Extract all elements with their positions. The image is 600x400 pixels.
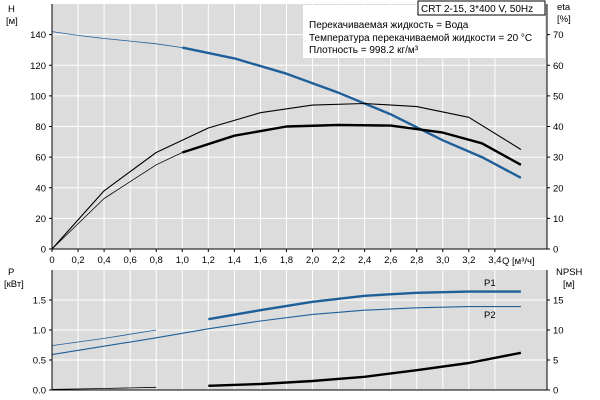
x-tick-label: 1,8 [280,255,293,266]
upper-right-axis-title: eta [557,2,571,13]
upper-right-tick-label: 60 [553,61,564,72]
x-tick-label: 1,6 [254,255,267,266]
lower-right-axis-unit: [м] [563,279,575,290]
x-tick-label: 0,2 [71,255,84,266]
lower-right-tick-label: 10 [553,326,564,337]
lower-series [51,290,522,390]
x-tick-label: 0,8 [150,255,163,266]
x-tick-label: 2,4 [358,255,371,266]
x-tick-label: 0,6 [124,255,137,266]
upper-left-axis-unit: [м] [6,16,18,27]
x-axis-label: Q [м³/ч] [502,256,535,267]
upper-right-tick-label: 70 [553,30,564,41]
upper-left-tick-label: 20 [35,214,46,225]
series-line-P2 [51,306,521,356]
lower-right-tick-label: 0 [553,386,558,397]
upper-left-tick-label: 80 [35,122,46,133]
lower-ticks: 0.0 0.5 1.0 1.5 0 5 10 15 [33,296,564,397]
x-tick-label: 0,4 [97,255,110,266]
lower-right-tick-label: 5 [553,356,558,367]
upper-ticks: 0 0,2 0,4 0,6 0,8 1,0 1,2 1,4 1,6 1,8 2,0 2,2 2,4 2,6… [30,30,563,266]
series-line-NPSH-thick [208,351,522,387]
upper-right-tick-label: 30 [553,153,564,164]
upper-left-tick-label: 60 [35,153,46,164]
upper-left-tick-label: 40 [35,183,46,194]
series-line-H-thin [51,31,183,48]
upper-right-tick-label: 40 [553,122,564,133]
x-tick-label: 2,2 [332,255,345,266]
chart-title: CRT 2-15, 3*400 V, 50Hz [421,4,533,15]
x-tick-label: 2,6 [384,255,397,266]
upper-series [51,31,522,250]
lower-right-axis-title: NPSH [556,267,583,278]
x-tick-label: 1,0 [176,255,189,266]
upper-left-tick-label: 0 [41,245,46,256]
temperature-annotation: Температура перекачиваемой жидкости = 20… [309,33,532,44]
p1-series-label: P1 [484,278,496,289]
x-tick-label: 2,8 [410,255,423,266]
series-line-eta-upper [51,102,522,250]
p2-series-label: P2 [484,310,496,321]
upper-right-axis-unit: [%] [557,14,571,25]
series-line-NPSH-thin [51,386,157,390]
fluid-annotation: Перекачиваемая жидкость = Вода [309,20,469,31]
upper-right-tick-label: 0 [553,245,558,256]
lower-left-tick-label: 0.0 [33,386,46,397]
chart-title-box [417,0,546,16]
upper-left-tick-label: 100 [30,91,46,102]
upper-right-tick-label: 10 [553,214,564,225]
series-line-eta-thick [181,123,522,166]
upper-right-tick-label: 20 [553,183,564,194]
x-tick-label: 1,2 [202,255,215,266]
lower-left-axis-title: P [8,267,14,278]
x-tick-label: 3,4 [488,255,501,266]
series-line-P1-thick [208,290,521,321]
upper-left-tick-label: 140 [30,30,46,41]
x-tick-label: 3,0 [436,255,449,266]
lower-left-tick-label: 0.5 [33,356,46,367]
lower-left-tick-label: 1.5 [33,296,46,307]
lower-left-axis-unit: [кВт] [4,279,24,290]
series-line-P1-thin [51,329,157,346]
lower-right-tick-label: 15 [553,296,564,307]
density-annotation: Плотность = 998.2 кг/м³ [309,45,419,56]
x-tick-label: 3,2 [462,255,475,266]
lower-panel: 0.0 0.5 1.0 1.5 0 5 10 15 P [кВт] NPSH [м] P1 P… [4,267,583,397]
lower-left-tick-label: 1.0 [33,326,46,337]
x-tick-label: 2,0 [306,255,319,266]
upper-left-tick-label: 120 [30,61,46,72]
x-tick-label: 0 [49,255,54,266]
series-line-eta-thin [51,152,183,250]
upper-panel: 0 0,2 0,4 0,6 0,8 1,0 1,2 1,4 1,6 1,8 2,0 2,2 2,4 2,6… [6,0,571,267]
upper-left-axis-title: H [8,4,15,15]
x-tick-label: 1,4 [228,255,241,266]
upper-right-tick-label: 50 [553,91,564,102]
